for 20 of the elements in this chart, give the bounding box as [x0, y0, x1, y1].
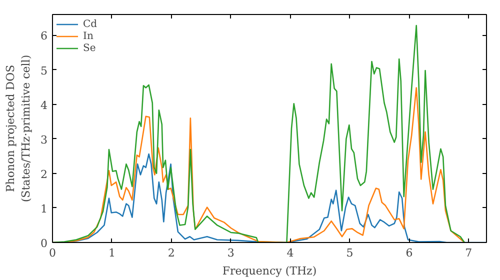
- legend-label: In: [83, 30, 94, 42]
- legend-label: Cd: [83, 18, 98, 30]
- x-tick-label: 5: [346, 246, 354, 260]
- x-tick-label: 7: [465, 246, 472, 260]
- y-axis-title: Phonon projected DOS (States/THz·primitive cell): [4, 54, 32, 202]
- x-tick-label: 2: [168, 246, 175, 260]
- y-tick-label: 4: [40, 98, 48, 112]
- y-tick-label: 5: [40, 64, 48, 78]
- x-tick-label: 1: [108, 246, 116, 260]
- y-tick-label: 1: [40, 202, 48, 216]
- y-tick-label: 3: [40, 133, 48, 146]
- y-tick-label: 2: [40, 168, 48, 181]
- x-tick-label: 4: [286, 246, 294, 260]
- x-axis-title: Frequency (THz): [222, 264, 317, 278]
- x-tick-label: 3: [227, 246, 234, 260]
- y-tick-label: 6: [40, 30, 48, 43]
- y-tick-label: 0: [40, 237, 48, 250]
- legend-label: Se: [83, 42, 97, 54]
- x-tick-label: 6: [406, 246, 413, 260]
- x-tick-label: 0: [49, 246, 56, 260]
